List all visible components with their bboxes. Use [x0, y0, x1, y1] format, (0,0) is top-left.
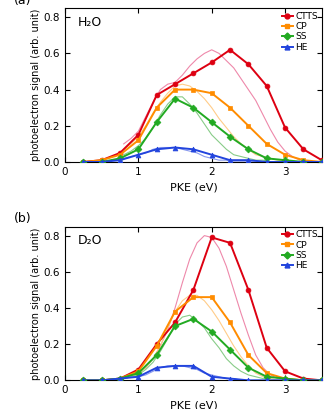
Text: (b): (b)	[14, 212, 31, 225]
Text: (a): (a)	[14, 0, 31, 7]
Legend: CTTS, CP, SS, HE: CTTS, CP, SS, HE	[281, 229, 319, 271]
Y-axis label: photoelectron signal (arb. unit): photoelectron signal (arb. unit)	[31, 9, 41, 161]
Text: D₂O: D₂O	[78, 234, 102, 247]
Text: H₂O: H₂O	[78, 16, 102, 29]
X-axis label: PKE (eV): PKE (eV)	[170, 182, 217, 192]
X-axis label: PKE (eV): PKE (eV)	[170, 401, 217, 409]
Y-axis label: photoelectron signal (arb. unit): photoelectron signal (arb. unit)	[31, 227, 41, 380]
Legend: CTTS, CP, SS, HE: CTTS, CP, SS, HE	[281, 11, 319, 53]
